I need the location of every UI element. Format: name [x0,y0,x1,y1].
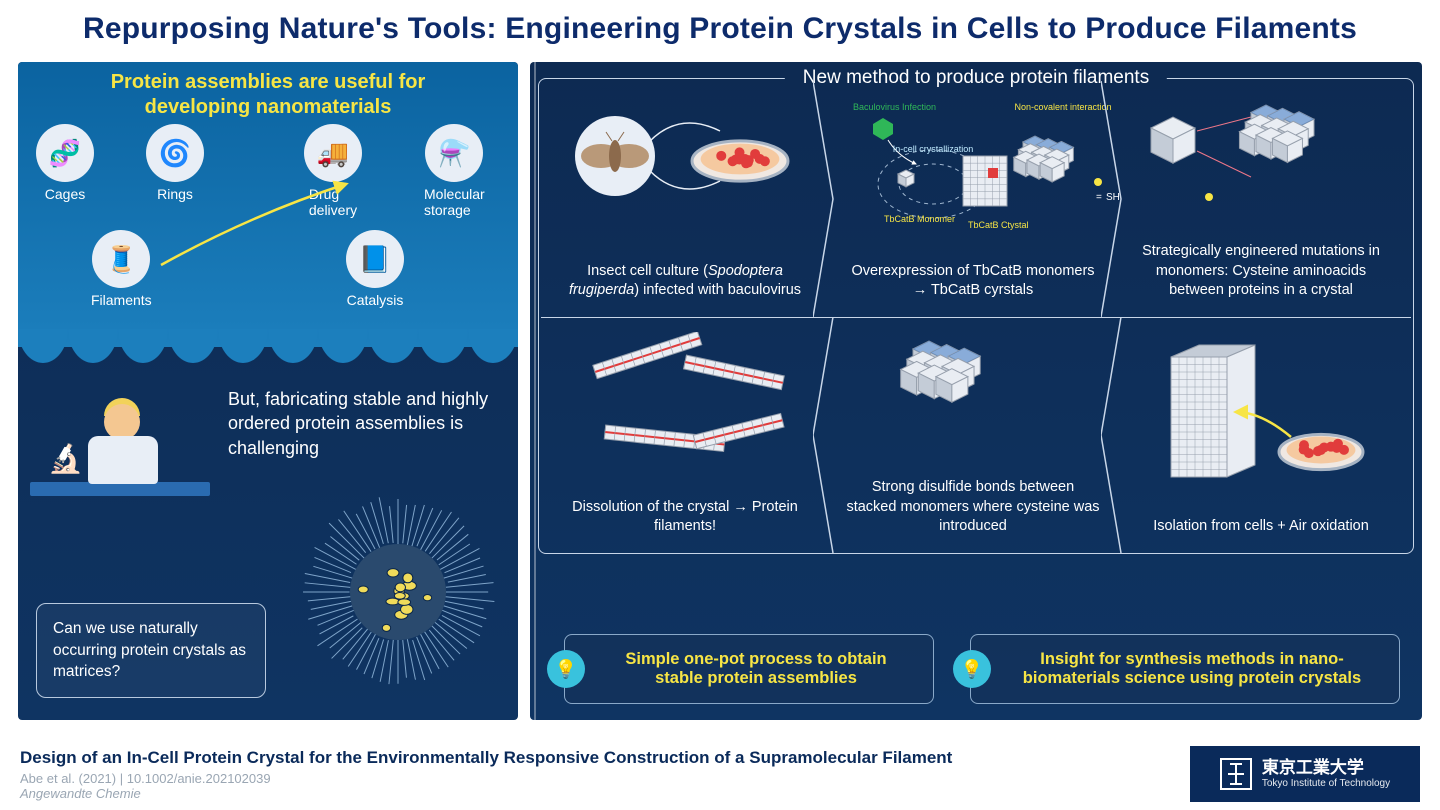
microscope-icon: 🔬 [48,442,83,475]
challenge-text: But, fabricating stable and highly order… [228,387,498,460]
left-column: Protein assemblies are useful for develo… [18,62,518,720]
assembly-cages: 🧬 Cages [36,124,94,202]
method-step-1: Insect cell culture (Spodoptera frugiper… [541,81,829,317]
method-step-3-art [1141,81,1381,242]
citation-text: Abe et al. (2021) | 10.1002/anie.2021020… [20,771,271,786]
svg-text:Non-covalent interaction: Non-covalent interaction [1014,102,1111,112]
keypoint-1: 💡 Simple one-pot process to obtain stabl… [564,634,934,704]
storage-icon: ⚗️ [425,124,483,182]
rings-label: Rings [157,186,193,202]
cloud-bumps [18,329,518,363]
scientist-body [88,436,158,484]
method-step-1-art [570,81,800,262]
main-area: Protein assemblies are useful for develo… [18,62,1422,720]
catalysis-glyph: 📘 [359,244,391,275]
rings-glyph: 🌀 [159,138,191,169]
paper-citation: Abe et al. (2021) | 10.1002/anie.2021020… [20,771,1190,801]
storage-label: Molecular storage [424,186,485,218]
arrow-filaments-to-catalysis [151,210,351,280]
drug-icon: 🚚 [304,124,362,182]
cages-icon: 🧬 [36,124,94,182]
method-step-4: Isolation from cells + Air oxidation [1117,317,1405,553]
filaments-label: Filaments [91,292,152,308]
keypoint-2-text: Insight for synthesis methods in nano-bi… [1011,650,1373,688]
filaments-icon: 🧵 [92,230,150,288]
scientist-head [104,404,140,440]
svg-text:In-cell crystallization: In-cell crystallization [893,144,974,154]
method-step-6-label: Dissolution of the crystal → Protein fil… [557,498,813,537]
method-frame: New method to produce protein filaments … [538,78,1414,554]
svg-text:TbCatB Ctystal: TbCatB Ctystal [968,220,1029,230]
method-step-2-art: Baculovirus Infection In-cell crystalliz… [838,81,1108,262]
method-step-1-label: Insect cell culture (Spodoptera frugiper… [557,262,813,301]
method-step-5-label: Strong disulfide bonds between stacked m… [845,478,1101,537]
assembly-rings: 🌀 Rings [146,124,204,202]
spiky-cell [298,492,498,692]
keypoint-2: 💡 Insight for synthesis methods in nano-… [970,634,1400,704]
logo-jp: 東京工業大学 [1262,759,1390,778]
assembly-catalysis: 📘 Catalysis [346,230,404,308]
scientist-desk [30,482,210,496]
question-box: Can we use naturally occurring protein c… [36,603,266,698]
method-step-6-art [575,317,795,498]
method-step-3-label: Strategically engineered mutations in mo… [1133,242,1389,301]
method-step-4-art [1141,317,1381,517]
page-title-text: Repurposing Nature's Tools: Engineering … [83,12,1357,46]
svg-text:Baculovirus Infection: Baculovirus Infection [853,102,936,112]
institution-logo: 東京工業大学 Tokyo Institute of Technology [1190,746,1420,802]
assembly-filaments: 🧵 Filaments [91,230,152,308]
footer-meta: Design of an In-Cell Protein Crystal for… [20,748,1190,801]
method-row-divider [541,317,1411,318]
logo-mark [1220,758,1252,790]
method-step-2: Baculovirus Infection In-cell crystalliz… [829,81,1117,317]
left-heading-line2: developing nanomaterials [145,96,392,118]
logo-text: 東京工業大学 Tokyo Institute of Technology [1262,759,1390,789]
logo-en: Tokyo Institute of Technology [1262,778,1390,789]
method-step-5-art [873,317,1073,478]
footer: Design of an In-Cell Protein Crystal for… [0,738,1440,810]
filaments-glyph: 🧵 [105,244,137,275]
method-step-5: Strong disulfide bonds between stacked m… [829,317,1117,553]
bulb-icon: 💡 [547,650,585,688]
cages-glyph: 🧬 [49,138,81,169]
catalysis-label: Catalysis [347,292,404,308]
storage-glyph: ⚗️ [438,138,470,169]
cloud-panel: Protein assemblies are useful for develo… [18,62,518,347]
assembly-storage: ⚗️ Molecular storage [424,124,485,218]
paper-title: Design of an In-Cell Protein Crystal for… [20,748,1190,768]
left-heading: Protein assemblies are useful for develo… [18,62,518,120]
bulb-icon: 💡 [953,650,991,688]
method-step-3: Strategically engineered mutations in mo… [1117,81,1405,317]
drug-glyph: 🚚 [317,138,349,169]
journal-name: Angewandte Chemie [20,786,141,801]
svg-text:=: = [1096,192,1102,203]
rings-icon: 🌀 [146,124,204,182]
scientist-illustration: 🔬 [30,362,210,496]
page-title: Repurposing Nature's Tools: Engineering … [0,0,1440,58]
catalysis-icon: 📘 [346,230,404,288]
keypoint-1-text: Simple one-pot process to obtain stable … [605,650,907,688]
column-divider [534,62,536,720]
method-step-6: Dissolution of the crystal → Protein fil… [541,317,829,553]
method-step-4-label: Isolation from cells + Air oxidation [1153,517,1369,537]
svg-text:TbCatB Monomer: TbCatB Monomer [884,214,955,224]
left-heading-line1: Protein assemblies are useful for [111,71,426,93]
method-step-2-label: Overexpression of TbCatB monomers → TbCa… [845,262,1101,301]
assembly-drug: 🚚 Drug delivery [304,124,362,218]
right-column: New method to produce protein filaments … [530,62,1422,720]
cages-label: Cages [45,186,85,202]
